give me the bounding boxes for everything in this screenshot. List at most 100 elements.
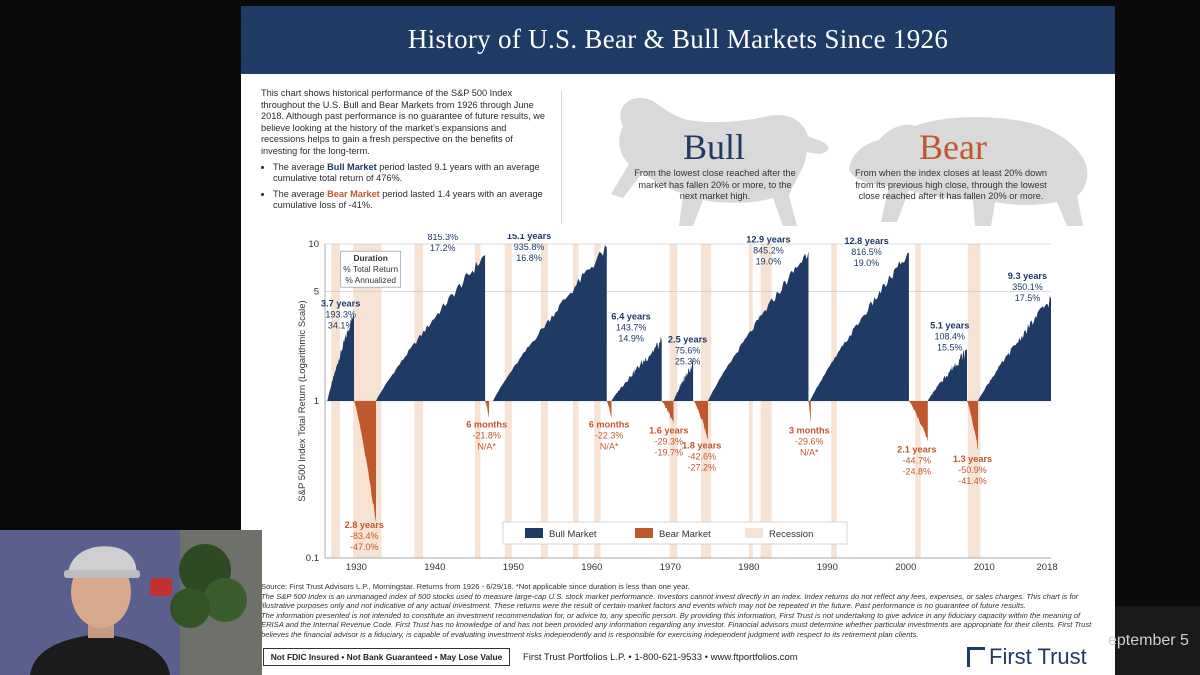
bull-return-label: 845.2% <box>753 246 784 256</box>
bull-heading: Bull <box>683 127 746 167</box>
bear-duration-label: 6 months <box>589 419 630 429</box>
bull-annualized-label: 19.0% <box>854 258 880 268</box>
legend-bull-swatch <box>525 528 543 538</box>
bear-return-label: -83.4% <box>350 531 379 541</box>
bear-silhouette-icon <box>849 117 1088 226</box>
bear-duration-label: 1.3 years <box>953 454 992 464</box>
bull-duration-label: 15.1 years <box>507 234 551 241</box>
bull-return-label: 108.4% <box>934 331 965 341</box>
bear-duration-label: 1.8 years <box>682 440 721 450</box>
bull-return-label: 935.8% <box>514 242 545 252</box>
bull-annualized-label: 17.5% <box>1015 293 1041 303</box>
logo-text: First Trust <box>989 644 1087 669</box>
footer-notes: Source: First Trust Advisors L.P., Morni… <box>261 582 1101 640</box>
bear-duration-label: 1.6 years <box>649 426 688 436</box>
bullet-text: period lasted 9.1 years with an average … <box>273 161 540 184</box>
intro-paragraph: This chart shows historical performance … <box>261 88 545 156</box>
bear-annualized-label: -27.2% <box>687 462 716 472</box>
bear-duration-label: 3 months <box>789 426 830 436</box>
slide-header: History of U.S. Bear & Bull Markets Sinc… <box>241 6 1115 74</box>
bull-duration-label: 12.9 years <box>746 235 790 245</box>
bull-market-area <box>708 251 809 401</box>
x-tick-label: 2018 <box>1037 562 1058 573</box>
legend-recession-swatch <box>745 528 763 538</box>
bear-return-label: -21.8% <box>472 430 501 440</box>
legend-bear-swatch <box>635 528 653 538</box>
bull-market-area <box>978 295 1051 401</box>
bear-duration-label: 6 months <box>466 419 507 429</box>
bullet-text: period lasted 1.4 years with an average … <box>273 188 543 211</box>
bear-annualized-label: -47.0% <box>350 542 379 552</box>
x-tick-label: 1930 <box>346 562 367 573</box>
bear-return-label: -50.9% <box>958 465 987 475</box>
bear-keyword: Bear Market <box>327 188 380 199</box>
bear-market-area <box>693 401 709 440</box>
bull-annualized-label: 14.9% <box>618 334 644 344</box>
bear-average-bullet: The average Bear Market period lasted 1.… <box>273 189 546 212</box>
first-trust-logo: First Trust <box>967 644 1087 670</box>
bear-annualized-label: -41.4% <box>958 476 987 486</box>
bear-market-area <box>485 401 490 418</box>
slide-title: History of U.S. Bear & Bull Markets Sinc… <box>407 24 949 54</box>
duration-key-box <box>340 250 402 288</box>
slide: History of U.S. Bear & Bull Markets Sinc… <box>241 6 1115 675</box>
bear-market-area <box>354 401 377 522</box>
intro-text: This chart shows historical performance … <box>261 88 546 216</box>
bear-return-label: -29.6% <box>795 437 824 447</box>
side-caption: eptember 5 <box>1108 632 1189 649</box>
y-tick-label: 1 <box>314 396 319 407</box>
bear-market-area <box>967 401 979 450</box>
x-tick-label: 1960 <box>581 562 602 573</box>
x-tick-label: 1950 <box>503 562 524 573</box>
bear-duration-label: 2.1 years <box>897 444 936 454</box>
bull-duration-label: 3.7 years <box>321 298 360 308</box>
bullet-text: The average <box>273 188 328 199</box>
bull-annualized-label: 16.8% <box>516 253 542 263</box>
fdic-badge: Not FDIC Insured • Not Bank Guaranteed •… <box>263 648 510 666</box>
bull-market-area <box>927 349 968 401</box>
y-tick-label: 0.1 <box>306 553 319 564</box>
bear-market-area <box>661 401 674 425</box>
bear-market-area <box>808 401 811 426</box>
bear-annualized-label: -19.7% <box>655 448 684 458</box>
bull-bear-chart: 10 5 1 0.1 1930 1940 1950 1960 1970 1980 1990 2000 2… <box>297 234 1058 573</box>
duration-key-text: % Total Return <box>343 264 398 274</box>
bull-annualized-label: 15.5% <box>937 342 963 352</box>
legend-label: Bear Market <box>659 529 711 540</box>
bull-market-area <box>673 358 694 401</box>
section-divider <box>561 90 562 224</box>
x-tick-label: 1970 <box>660 562 681 573</box>
y-tick-label: 10 <box>308 239 319 250</box>
bull-definition: From the lowest close reached after the … <box>634 168 796 202</box>
bear-definition: From when the index closes at least 20% … <box>854 168 1048 202</box>
intro-bullets: The average Bull Market period lasted 9.… <box>261 162 546 212</box>
presenter-image-icon <box>0 530 262 675</box>
legend-label: Recession <box>769 529 813 540</box>
x-tick-label: 1980 <box>738 562 759 573</box>
x-tick-label: 1940 <box>424 562 445 573</box>
legend-label: Bull Market <box>549 529 597 540</box>
bull-return-label: 350.1% <box>1012 282 1043 292</box>
bear-market-area <box>908 401 928 442</box>
bull-market-area <box>810 252 909 401</box>
bull-keyword: Bull Market <box>327 161 377 172</box>
bull-market-area <box>327 311 355 401</box>
bear-return-label: -42.6% <box>687 451 716 461</box>
bullet-text: The average <box>273 161 328 172</box>
bear-duration-label: 2.8 years <box>345 520 384 530</box>
bear-annualized-label: N/A* <box>800 448 819 458</box>
bull-duration-label: 2.5 years <box>668 335 707 345</box>
bear-annualized-label: N/A* <box>477 441 496 451</box>
bull-annualized-label: 19.0% <box>756 257 782 267</box>
duration-key-text: Duration <box>353 253 387 263</box>
bear-annualized-label: -24.8% <box>903 466 932 476</box>
bull-return-label: 143.7% <box>616 323 647 333</box>
bull-annualized-label: 17.2% <box>430 243 456 253</box>
disclaimer-index: The S&P 500 Index is an unmanaged index … <box>261 591 1079 611</box>
bull-market-area <box>611 336 662 401</box>
logo-mark-icon <box>967 647 985 667</box>
disclaimer-fiduciary: The information presented is not intende… <box>261 610 1092 639</box>
bull-duration-label: 5.1 years <box>930 320 969 330</box>
x-tick-label: 1990 <box>817 562 838 573</box>
bear-heading: Bear <box>919 127 987 167</box>
